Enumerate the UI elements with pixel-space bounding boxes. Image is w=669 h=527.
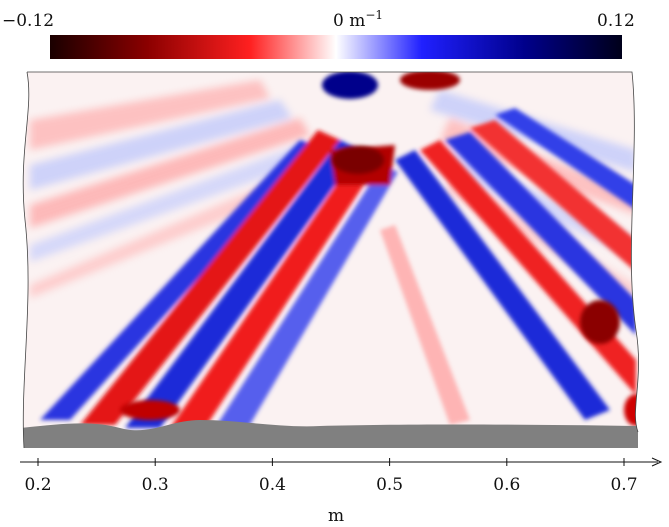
colorbar-min-label: −0.12	[2, 11, 54, 31]
band-left-faint-blue-1	[30, 100, 292, 190]
x-tick-label: 0.2	[24, 475, 51, 495]
beam-left-blue-1	[125, 140, 360, 428]
x-tick-label: 0.4	[259, 475, 286, 495]
colorbar-max-label: 0.12	[597, 11, 635, 31]
band-left-faint-blue-2	[30, 145, 312, 262]
beam-right-blue-1	[395, 150, 610, 420]
x-tick-label: 0.7	[610, 475, 637, 495]
beam-right-red-faint	[380, 225, 470, 425]
hotspot-center-dark-red	[332, 146, 384, 174]
colorbar-mid-unit: 0 m	[333, 11, 365, 31]
wave-field	[22, 71, 639, 449]
x-tick-label: 0.6	[493, 475, 520, 495]
x-axis-arrow	[651, 457, 663, 467]
x-ticks: 0.2 0.3 0.4 0.5 0.6 0.7	[24, 458, 638, 495]
hotspot-top-dark-red	[400, 72, 460, 90]
band-left-faint-red-1	[30, 80, 270, 150]
beam-left-red-1	[80, 130, 340, 425]
hotspot-dark-red	[580, 300, 620, 344]
colorbar-gradient	[50, 35, 622, 59]
x-axis: 0.2 0.3 0.4 0.5 0.6 0.7 m	[20, 457, 663, 526]
x-axis-label: m	[328, 506, 344, 526]
beam-left-blue-2	[215, 165, 398, 428]
beam-right-blue-2	[445, 132, 636, 335]
colorbar: −0.12 0 m−1 0.12	[2, 8, 635, 59]
hotspot-bottom-left-red	[120, 400, 180, 420]
band-left-faint-red-3	[30, 170, 310, 298]
beam-right-blue-3	[495, 108, 636, 210]
beam-left-red-2	[170, 150, 380, 428]
x-tick-label: 0.5	[376, 475, 403, 495]
field-border	[22, 71, 639, 449]
band-left-faint-red-2	[30, 118, 310, 228]
hotspot-top-dark-blue	[322, 72, 378, 99]
beam-right-red-2	[470, 120, 636, 272]
beam-left-blue-outer	[40, 140, 318, 420]
ground	[23, 420, 639, 448]
colorbar-mid-exponent: −1	[365, 8, 383, 22]
colorbar-mid-label: 0 m−1	[333, 8, 383, 31]
x-tick-label: 0.3	[142, 475, 169, 495]
